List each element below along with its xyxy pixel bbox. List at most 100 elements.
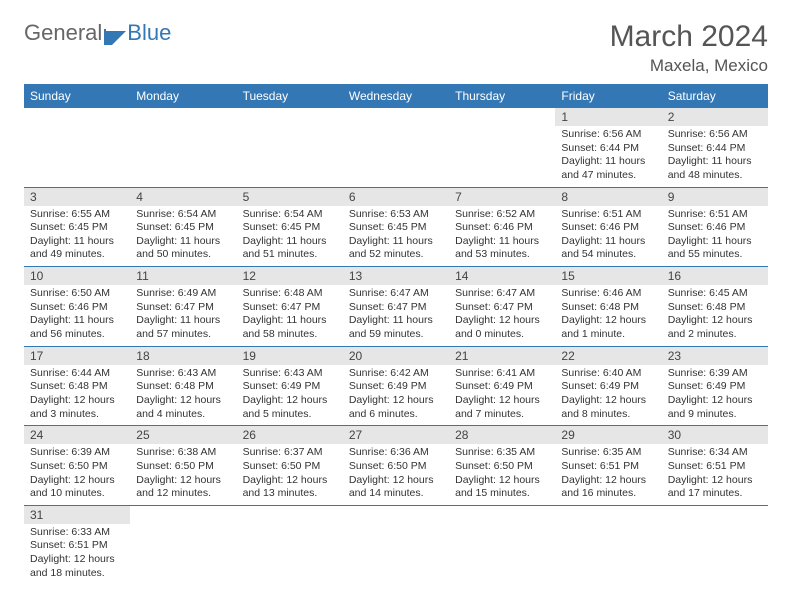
- sunset-text: Sunset: 6:50 PM: [455, 460, 549, 474]
- day-number: 1: [555, 108, 661, 126]
- calendar-cell: 8Sunrise: 6:51 AMSunset: 6:46 PMDaylight…: [555, 187, 661, 267]
- day-details: Sunrise: 6:36 AMSunset: 6:50 PMDaylight:…: [343, 444, 449, 505]
- day-details: Sunrise: 6:51 AMSunset: 6:46 PMDaylight:…: [662, 206, 768, 267]
- sunrise-text: Sunrise: 6:50 AM: [30, 287, 124, 301]
- day-details: Sunrise: 6:35 AMSunset: 6:50 PMDaylight:…: [449, 444, 555, 505]
- calendar-cell: [662, 505, 768, 584]
- sunset-text: Sunset: 6:50 PM: [30, 460, 124, 474]
- day-number: 4: [130, 188, 236, 206]
- sunset-text: Sunset: 6:51 PM: [30, 539, 124, 553]
- calendar-cell: 13Sunrise: 6:47 AMSunset: 6:47 PMDayligh…: [343, 267, 449, 347]
- calendar-cell: 9Sunrise: 6:51 AMSunset: 6:46 PMDaylight…: [662, 187, 768, 267]
- calendar-cell: 24Sunrise: 6:39 AMSunset: 6:50 PMDayligh…: [24, 426, 130, 506]
- sunset-text: Sunset: 6:47 PM: [349, 301, 443, 315]
- calendar-cell: 5Sunrise: 6:54 AMSunset: 6:45 PMDaylight…: [237, 187, 343, 267]
- day-details: Sunrise: 6:48 AMSunset: 6:47 PMDaylight:…: [237, 285, 343, 346]
- daylight-text: Daylight: 12 hours and 12 minutes.: [136, 474, 230, 501]
- day-number: 23: [662, 347, 768, 365]
- sunrise-text: Sunrise: 6:56 AM: [668, 128, 762, 142]
- sunset-text: Sunset: 6:50 PM: [136, 460, 230, 474]
- day-details: Sunrise: 6:52 AMSunset: 6:46 PMDaylight:…: [449, 206, 555, 267]
- day-details: Sunrise: 6:35 AMSunset: 6:51 PMDaylight:…: [555, 444, 661, 505]
- daylight-text: Daylight: 11 hours and 52 minutes.: [349, 235, 443, 262]
- day-number: 6: [343, 188, 449, 206]
- sunrise-text: Sunrise: 6:34 AM: [668, 446, 762, 460]
- title-block: March 2024 Maxela, Mexico: [610, 20, 768, 76]
- day-details: Sunrise: 6:33 AMSunset: 6:51 PMDaylight:…: [24, 524, 130, 585]
- sunrise-text: Sunrise: 6:45 AM: [668, 287, 762, 301]
- sunset-text: Sunset: 6:48 PM: [668, 301, 762, 315]
- sunrise-text: Sunrise: 6:43 AM: [243, 367, 337, 381]
- calendar-cell: 27Sunrise: 6:36 AMSunset: 6:50 PMDayligh…: [343, 426, 449, 506]
- daylight-text: Daylight: 12 hours and 10 minutes.: [30, 474, 124, 501]
- sunset-text: Sunset: 6:46 PM: [30, 301, 124, 315]
- day-details: Sunrise: 6:56 AMSunset: 6:44 PMDaylight:…: [662, 126, 768, 187]
- daylight-text: Daylight: 11 hours and 49 minutes.: [30, 235, 124, 262]
- day-details: Sunrise: 6:37 AMSunset: 6:50 PMDaylight:…: [237, 444, 343, 505]
- sunrise-text: Sunrise: 6:49 AM: [136, 287, 230, 301]
- sunrise-text: Sunrise: 6:35 AM: [455, 446, 549, 460]
- daylight-text: Daylight: 12 hours and 8 minutes.: [561, 394, 655, 421]
- sunrise-text: Sunrise: 6:53 AM: [349, 208, 443, 222]
- location-label: Maxela, Mexico: [610, 56, 768, 76]
- day-number: 25: [130, 426, 236, 444]
- sunset-text: Sunset: 6:50 PM: [349, 460, 443, 474]
- daylight-text: Daylight: 12 hours and 14 minutes.: [349, 474, 443, 501]
- day-details: Sunrise: 6:55 AMSunset: 6:45 PMDaylight:…: [24, 206, 130, 267]
- calendar-cell: 6Sunrise: 6:53 AMSunset: 6:45 PMDaylight…: [343, 187, 449, 267]
- daylight-text: Daylight: 12 hours and 1 minute.: [561, 314, 655, 341]
- day-header: Thursday: [449, 84, 555, 108]
- day-details: Sunrise: 6:47 AMSunset: 6:47 PMDaylight:…: [449, 285, 555, 346]
- daylight-text: Daylight: 12 hours and 7 minutes.: [455, 394, 549, 421]
- day-header: Wednesday: [343, 84, 449, 108]
- daylight-text: Daylight: 12 hours and 9 minutes.: [668, 394, 762, 421]
- day-number: 3: [24, 188, 130, 206]
- calendar-cell: 22Sunrise: 6:40 AMSunset: 6:49 PMDayligh…: [555, 346, 661, 426]
- daylight-text: Daylight: 11 hours and 48 minutes.: [668, 155, 762, 182]
- day-number: 13: [343, 267, 449, 285]
- sunset-text: Sunset: 6:45 PM: [136, 221, 230, 235]
- calendar-cell: [237, 108, 343, 187]
- day-number: 17: [24, 347, 130, 365]
- logo-text-1: General: [24, 20, 102, 46]
- sunrise-text: Sunrise: 6:55 AM: [30, 208, 124, 222]
- daylight-text: Daylight: 11 hours and 51 minutes.: [243, 235, 337, 262]
- day-number: 29: [555, 426, 661, 444]
- day-number: 30: [662, 426, 768, 444]
- sunrise-text: Sunrise: 6:52 AM: [455, 208, 549, 222]
- day-header: Tuesday: [237, 84, 343, 108]
- sunset-text: Sunset: 6:51 PM: [668, 460, 762, 474]
- sunset-text: Sunset: 6:46 PM: [455, 221, 549, 235]
- day-number: 12: [237, 267, 343, 285]
- daylight-text: Daylight: 12 hours and 6 minutes.: [349, 394, 443, 421]
- calendar-cell: 18Sunrise: 6:43 AMSunset: 6:48 PMDayligh…: [130, 346, 236, 426]
- sunset-text: Sunset: 6:49 PM: [243, 380, 337, 394]
- sunset-text: Sunset: 6:44 PM: [668, 142, 762, 156]
- day-number: 14: [449, 267, 555, 285]
- day-number: 16: [662, 267, 768, 285]
- daylight-text: Daylight: 12 hours and 5 minutes.: [243, 394, 337, 421]
- day-number: 20: [343, 347, 449, 365]
- day-details: Sunrise: 6:50 AMSunset: 6:46 PMDaylight:…: [24, 285, 130, 346]
- calendar-cell: 19Sunrise: 6:43 AMSunset: 6:49 PMDayligh…: [237, 346, 343, 426]
- calendar-cell: 25Sunrise: 6:38 AMSunset: 6:50 PMDayligh…: [130, 426, 236, 506]
- calendar-cell: 1Sunrise: 6:56 AMSunset: 6:44 PMDaylight…: [555, 108, 661, 187]
- calendar-cell: [555, 505, 661, 584]
- day-details: Sunrise: 6:39 AMSunset: 6:49 PMDaylight:…: [662, 365, 768, 426]
- day-details: Sunrise: 6:46 AMSunset: 6:48 PMDaylight:…: [555, 285, 661, 346]
- sunset-text: Sunset: 6:49 PM: [668, 380, 762, 394]
- day-number: 7: [449, 188, 555, 206]
- day-header: Friday: [555, 84, 661, 108]
- daylight-text: Daylight: 11 hours and 55 minutes.: [668, 235, 762, 262]
- calendar-cell: [449, 505, 555, 584]
- day-number: 22: [555, 347, 661, 365]
- calendar-cell: 17Sunrise: 6:44 AMSunset: 6:48 PMDayligh…: [24, 346, 130, 426]
- sunset-text: Sunset: 6:49 PM: [349, 380, 443, 394]
- calendar-cell: 15Sunrise: 6:46 AMSunset: 6:48 PMDayligh…: [555, 267, 661, 347]
- sunset-text: Sunset: 6:46 PM: [668, 221, 762, 235]
- calendar-cell: [449, 108, 555, 187]
- daylight-text: Daylight: 11 hours and 47 minutes.: [561, 155, 655, 182]
- daylight-text: Daylight: 11 hours and 53 minutes.: [455, 235, 549, 262]
- calendar-cell: [343, 505, 449, 584]
- sunset-text: Sunset: 6:45 PM: [30, 221, 124, 235]
